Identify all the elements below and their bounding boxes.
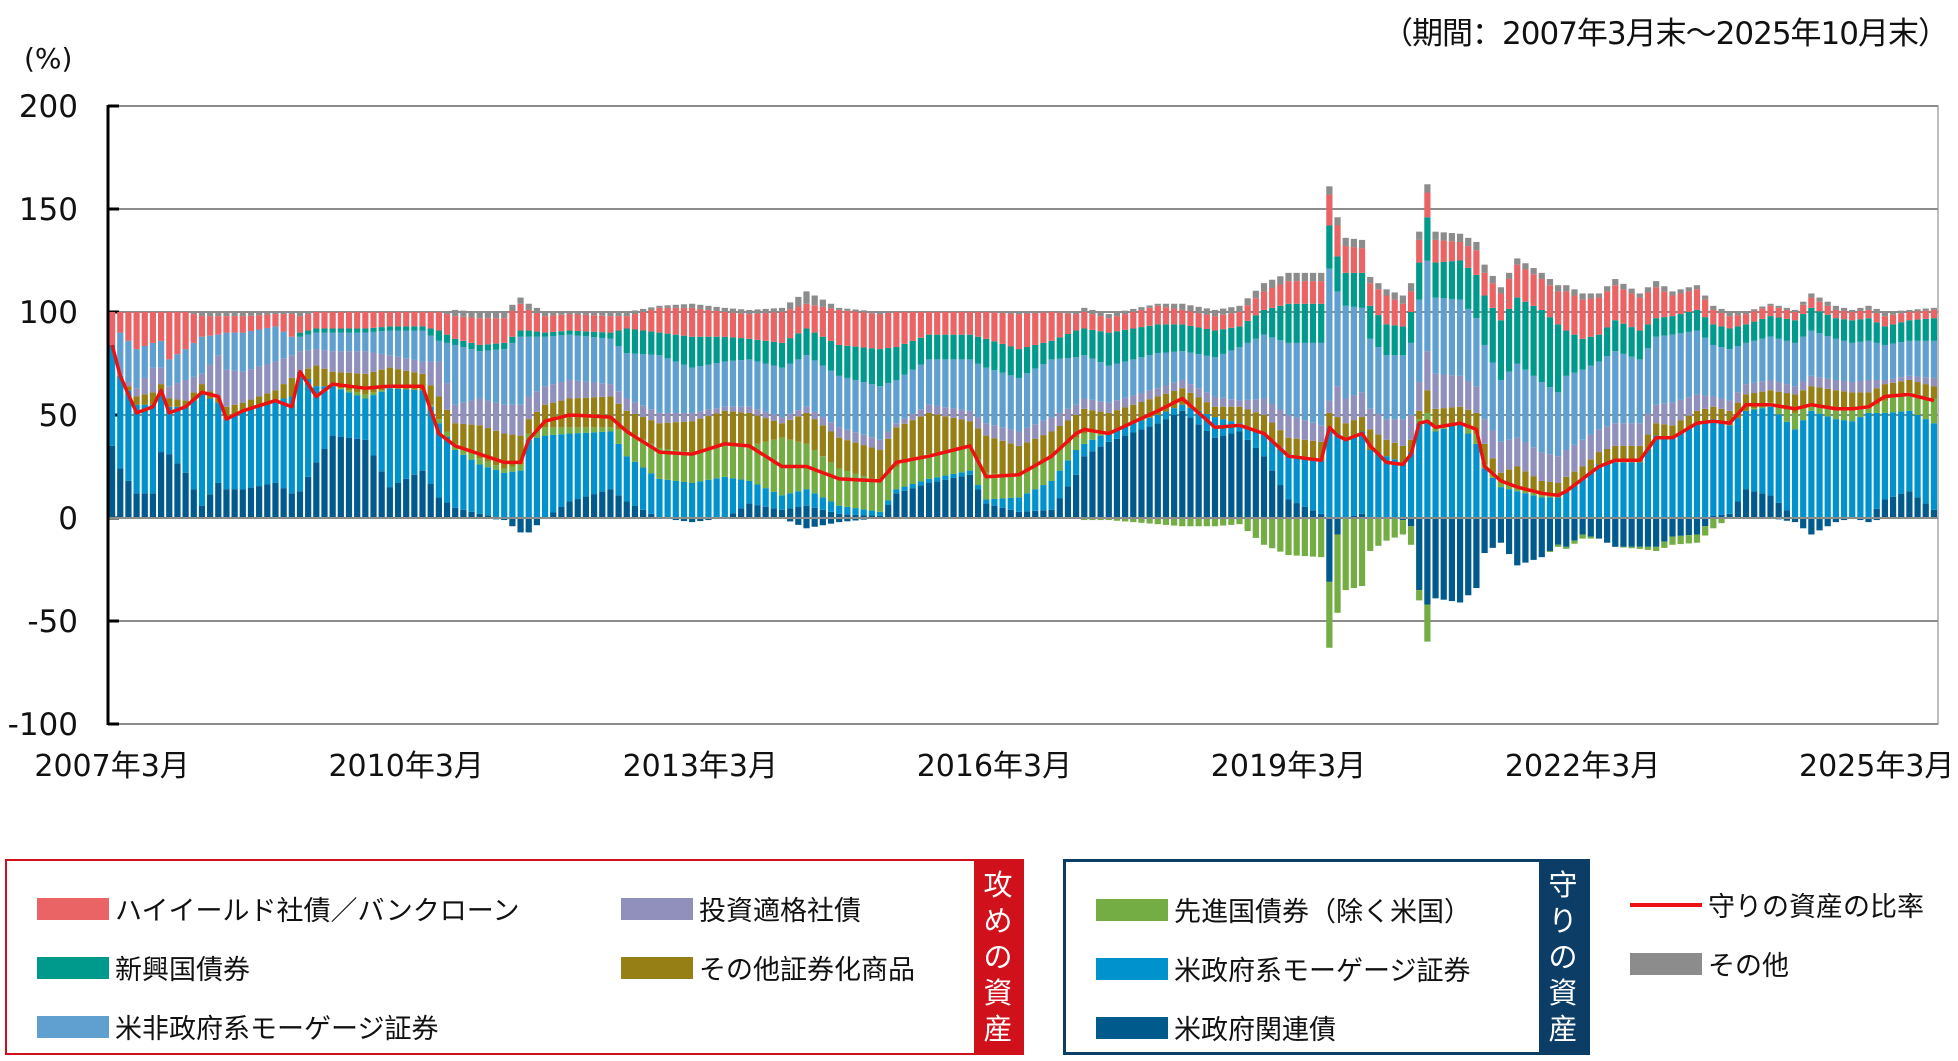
legend-swatch-emerging-bonds bbox=[37, 956, 109, 979]
legend-label: 守りの資産の比率 bbox=[1708, 892, 1924, 923]
group-label-char: の bbox=[983, 940, 1013, 974]
group-label-char: 攻 bbox=[983, 868, 1013, 902]
legend-item-defense-ratio: 守りの資産の比率 bbox=[1630, 885, 1924, 924]
legend-item-developed-bonds: 先進国債券（除く米国） bbox=[1096, 890, 1471, 929]
attack-assets-group-label: 攻 め の 資 産 bbox=[974, 861, 1022, 1053]
x-tick-label: 2022年3月 bbox=[1505, 749, 1660, 784]
group-label-char: 産 bbox=[983, 1012, 1013, 1046]
x-tick-label: 2019年3月 bbox=[1211, 749, 1366, 784]
bars bbox=[108, 184, 1938, 648]
legend-label: 先進国債券（除く米国） bbox=[1174, 897, 1471, 928]
legend-item-non-agency-mbs: 米非政府系モーゲージ証券 bbox=[37, 1007, 438, 1046]
x-tick-label: 2016年3月 bbox=[917, 749, 1072, 784]
defense-assets-group-label: 守 り の 資 産 bbox=[1539, 862, 1587, 1052]
legend-swatch-non-agency-mbs bbox=[37, 1015, 109, 1038]
x-tick-label: 2013年3月 bbox=[623, 749, 778, 784]
y-tick-label: 50 bbox=[39, 398, 78, 434]
group-label-char: め bbox=[983, 904, 1013, 938]
legend-item-us-agency-bonds: 米政府関連債 bbox=[1096, 1008, 1336, 1047]
legend-swatch-investment-grade bbox=[621, 897, 693, 920]
group-label-char: 資 bbox=[1548, 976, 1578, 1010]
y-tick-label: -50 bbox=[27, 604, 78, 640]
legend-label: 米非政府系モーゲージ証券 bbox=[115, 1014, 439, 1045]
legend-swatch-other bbox=[1630, 952, 1702, 975]
legend-label: 投資適格社債 bbox=[699, 896, 861, 927]
x-tick-label: 2010年3月 bbox=[328, 749, 483, 784]
legend-item-other: その他 bbox=[1630, 944, 1789, 983]
defense-ratio-line bbox=[110, 344, 1935, 498]
group-label-char: 産 bbox=[1548, 1012, 1578, 1046]
legend-swatch-agency-mbs bbox=[1096, 957, 1168, 980]
y-tick-label: 200 bbox=[19, 89, 78, 125]
group-label-char: 資 bbox=[983, 976, 1013, 1010]
legend-label: 新興国債券 bbox=[115, 955, 250, 986]
legend-label: 米政府関連債 bbox=[1174, 1015, 1336, 1046]
legend-defense-assets: 先進国債券（除く米国） 米政府系モーゲージ証券 米政府関連債 守 り の 資 産 bbox=[1063, 859, 1590, 1055]
y-tick-label: -100 bbox=[8, 707, 78, 743]
legend-swatch-us-agency-bonds bbox=[1096, 1016, 1168, 1039]
legend-item-agency-mbs: 米政府系モーゲージ証券 bbox=[1096, 949, 1470, 988]
period-label: （期間：2007年3月末～2025年10月末） bbox=[1382, 16, 1949, 52]
y-tick-label: 150 bbox=[19, 192, 78, 228]
group-label-char: 守 bbox=[1548, 868, 1578, 902]
legend-item-investment-grade: 投資適格社債 bbox=[621, 889, 861, 928]
legend-label: ハイイールド社債／バンクローン bbox=[115, 896, 520, 927]
legend-item-high-yield: ハイイールド社債／バンクローン bbox=[37, 889, 519, 928]
legend-swatch-developed-bonds bbox=[1096, 898, 1168, 921]
y-tick-label: 100 bbox=[19, 295, 78, 331]
legend-line-swatch-defense-ratio bbox=[1630, 902, 1702, 907]
legend-label: その他証券化商品 bbox=[699, 955, 915, 986]
legend-label: その他 bbox=[1708, 951, 1789, 982]
legend-item-other-securitized: その他証券化商品 bbox=[621, 948, 915, 987]
group-label-char: り bbox=[1548, 904, 1578, 938]
y-axis-unit-label: (%) bbox=[24, 42, 73, 75]
y-tick-label: 0 bbox=[58, 501, 78, 537]
legend-item-emerging-bonds: 新興国債券 bbox=[37, 948, 250, 987]
legend-attack-assets: ハイイールド社債／バンクローン 投資適格社債 新興国債券 その他証券化商品 米非… bbox=[5, 859, 1024, 1055]
legend-label: 米政府系モーゲージ証券 bbox=[1174, 956, 1471, 987]
legend-swatch-high-yield bbox=[37, 897, 109, 920]
legend-swatch-other-securitized bbox=[621, 956, 693, 979]
x-tick-label: 2007年3月 bbox=[34, 749, 189, 784]
group-label-char: の bbox=[1548, 940, 1578, 974]
stacked-bar-chart: 200 150 100 50 0 -50 -100 2007年3月 2010年3月 2013年3月… bbox=[8, 89, 1955, 784]
x-tick-label: 2025年3月 bbox=[1799, 749, 1954, 784]
